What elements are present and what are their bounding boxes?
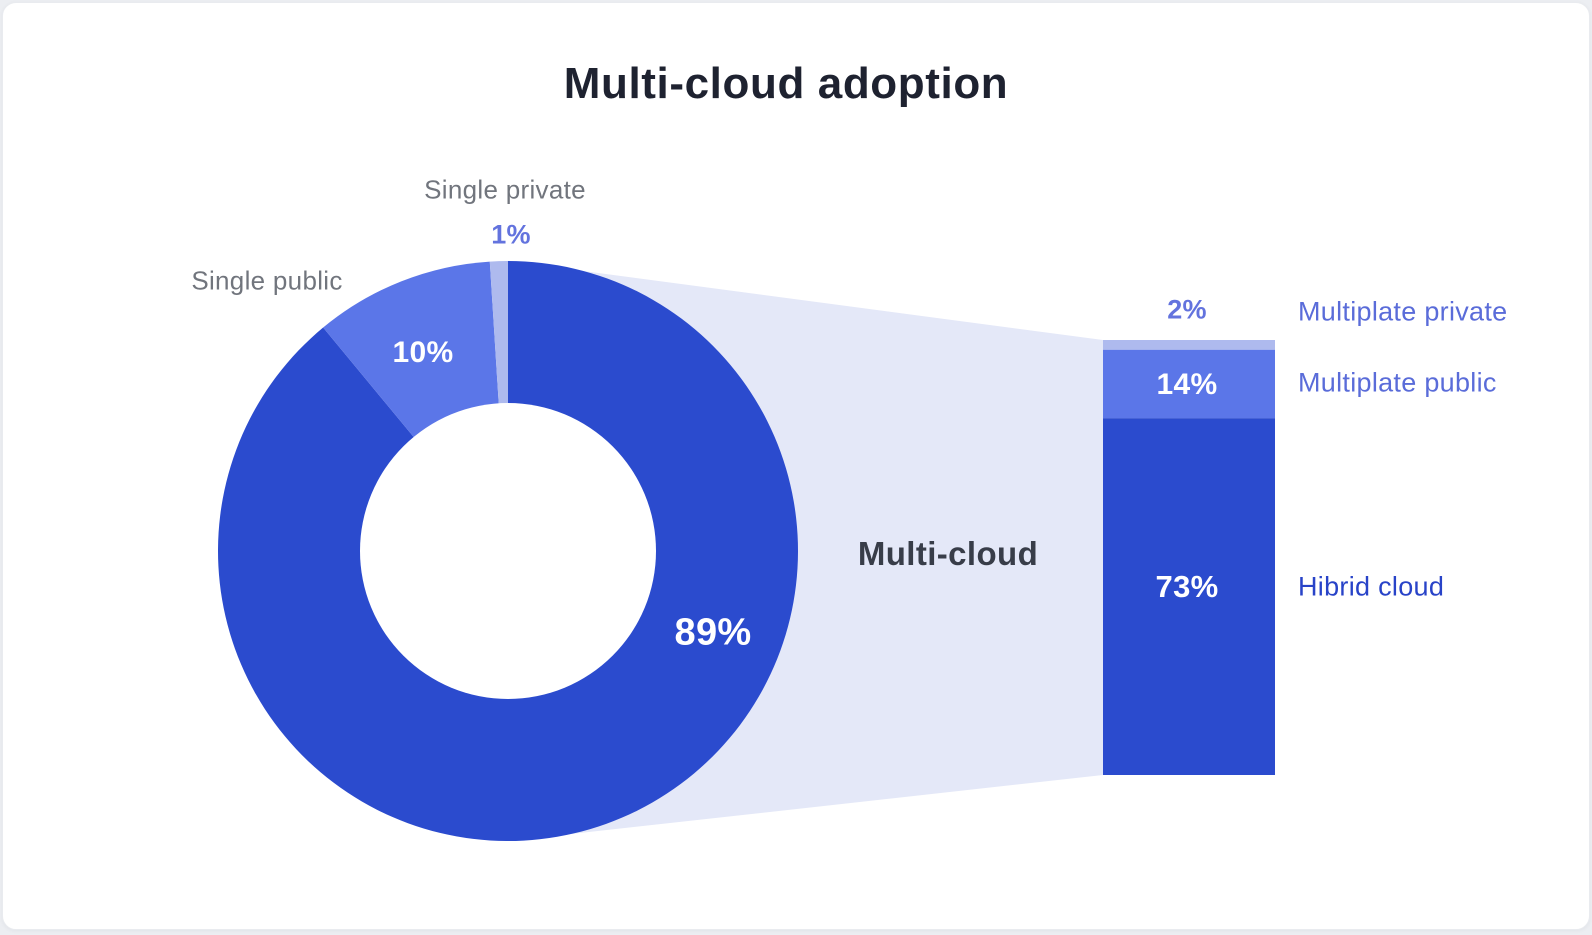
bar-label-multiplate-private: Multiplate private xyxy=(1298,296,1508,327)
connector-label-multicloud: Multi-cloud xyxy=(857,535,1039,572)
bar-value-hibrid-cloud: 73% xyxy=(1155,569,1219,604)
donut-value-single-private: 1% xyxy=(491,219,531,250)
bar-segment-multiplate-private xyxy=(1103,340,1275,350)
donut-value-single-public: 10% xyxy=(392,336,454,369)
chart-title: Multi-cloud adoption xyxy=(563,59,1009,108)
bar-segment-multiplate-public xyxy=(1103,349,1275,419)
donut-label-single-private: Single private xyxy=(424,174,586,205)
bar-segment-hibrid-cloud xyxy=(1103,418,1275,775)
bar-value-multiplate-public: 14% xyxy=(1156,368,1218,401)
funnel-chart-canvas xyxy=(218,261,1275,842)
donut-value-multicloud: 89% xyxy=(674,611,752,654)
donut-hole xyxy=(360,403,656,699)
bar-label-hibrid-cloud: Hibrid cloud xyxy=(1298,571,1445,602)
bar-label-multiplate-public: Multiplate public xyxy=(1298,367,1497,398)
bar-value-multiplate-private: 2% xyxy=(1167,294,1207,325)
donut-label-single-public: Single public xyxy=(191,265,343,296)
